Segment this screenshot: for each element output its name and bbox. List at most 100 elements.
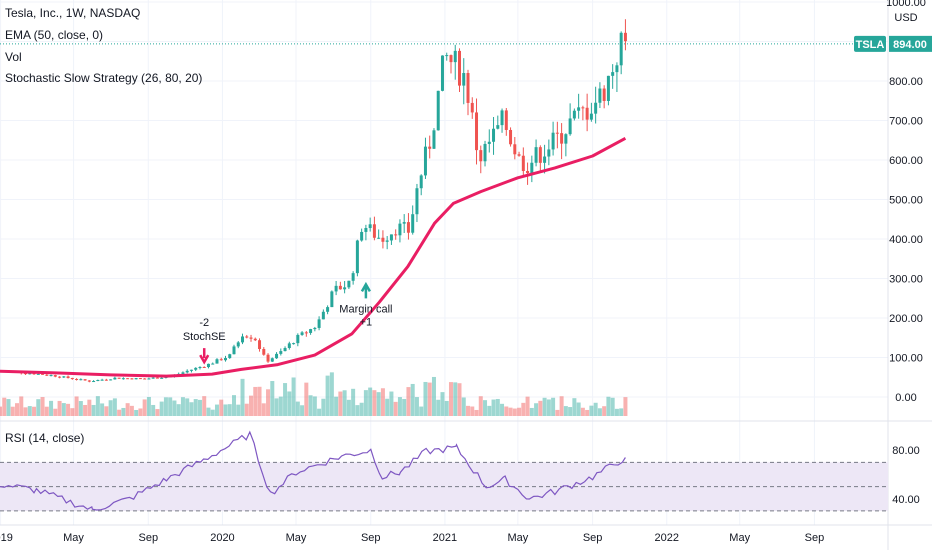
- time-tick-label: Sep: [361, 532, 381, 544]
- candle-body: [385, 240, 389, 242]
- volume-bar: [53, 408, 58, 416]
- volume-bar: [193, 399, 198, 416]
- candle-body: [28, 373, 32, 375]
- strategy-legend[interactable]: Stochastic Slow Strategy (26, 80, 20): [5, 71, 203, 85]
- volume-bar: [346, 399, 351, 416]
- volume-bar: [312, 396, 317, 416]
- volume-bar: [474, 409, 479, 416]
- ticker-badge: [854, 35, 886, 52]
- candle-body: [445, 55, 449, 57]
- candle-body: [36, 373, 40, 375]
- candle-body: [130, 378, 134, 380]
- candle-body: [343, 287, 347, 290]
- candle-body: [360, 231, 364, 241]
- time-tick-label: 2020: [210, 532, 234, 544]
- candle-body: [126, 378, 130, 380]
- candle-body: [364, 228, 368, 232]
- candle-body: [419, 175, 423, 189]
- candle-body: [368, 224, 372, 229]
- volume-bar: [593, 402, 598, 416]
- candle-body: [611, 72, 615, 76]
- candle-body: [66, 376, 70, 379]
- candle-body: [543, 156, 547, 163]
- candle-body: [538, 147, 542, 163]
- candle-body: [598, 88, 602, 103]
- price-tick-label: 500.00: [889, 195, 923, 207]
- price-tick-label: 800.00: [889, 76, 923, 88]
- volume-bar: [470, 406, 475, 416]
- candle-body: [377, 237, 381, 239]
- volume-bar: [589, 405, 594, 416]
- candle-body: [104, 379, 108, 381]
- volume-bar: [585, 409, 590, 416]
- candle-body: [262, 349, 266, 355]
- candle-body: [283, 348, 287, 352]
- candle-body: [58, 376, 62, 378]
- price-tick-label: 100.00: [889, 353, 923, 365]
- candle-body: [79, 379, 83, 381]
- volume-bar: [146, 396, 151, 416]
- volume-bar: [253, 386, 258, 416]
- candle-body: [440, 55, 444, 91]
- rsi-tick-label: 40.00: [892, 494, 920, 506]
- volume-bar: [466, 405, 471, 416]
- rsi-legend[interactable]: RSI (14, close): [5, 431, 85, 445]
- candle-body: [75, 378, 79, 380]
- volume-bar: [317, 408, 322, 416]
- candle-body: [513, 144, 517, 155]
- volume-bar: [508, 407, 513, 416]
- candle-body: [279, 351, 283, 354]
- volume-bar: [512, 408, 517, 416]
- volume-bar: [329, 372, 334, 416]
- volume-bar: [568, 407, 573, 416]
- volume-bar: [431, 376, 436, 416]
- volume-bar: [10, 406, 15, 416]
- volume-bar: [129, 405, 134, 416]
- vol-legend[interactable]: Vol: [5, 50, 22, 64]
- candle-body: [147, 378, 151, 380]
- time-tick-label: Sep: [583, 532, 603, 544]
- chart-title[interactable]: Tesla, Inc., 1W, NASDAQ: [5, 6, 141, 20]
- volume-bar: [610, 397, 615, 416]
- volume-bar: [138, 408, 143, 416]
- candle-body: [134, 378, 138, 380]
- candle-body: [32, 373, 36, 375]
- candle-body: [206, 363, 210, 368]
- candle-body: [504, 110, 508, 130]
- candle-body: [45, 374, 49, 376]
- volume-bar: [393, 401, 398, 416]
- candle-body: [568, 118, 572, 135]
- volume-bar: [521, 402, 526, 416]
- candle-body: [249, 337, 253, 339]
- candle-body: [381, 237, 385, 242]
- volume-bar: [368, 387, 373, 416]
- volume-bar: [180, 397, 185, 416]
- volume-bar: [155, 409, 160, 416]
- candle-body: [436, 90, 440, 131]
- candle-body: [211, 363, 215, 365]
- volume-bar: [15, 403, 20, 416]
- time-tick-label: May: [63, 532, 84, 544]
- volume-bar: [517, 407, 522, 416]
- short-signal-name: StochSE: [183, 331, 226, 343]
- volume-bar: [236, 404, 241, 416]
- volume-bar: [19, 396, 24, 416]
- candle-body: [347, 280, 351, 288]
- volume-bar: [266, 389, 271, 416]
- volume-bar: [563, 406, 568, 416]
- ema-legend[interactable]: EMA (50, close, 0): [5, 28, 104, 42]
- candle-body: [151, 377, 155, 379]
- candle-body: [492, 128, 496, 142]
- volume-bar: [491, 399, 496, 416]
- candle-body: [194, 367, 198, 370]
- volume-bar: [572, 398, 577, 416]
- candle-body: [287, 343, 291, 349]
- candle-body: [49, 375, 53, 377]
- candle-body: [530, 162, 534, 174]
- volume-bar: [44, 406, 49, 416]
- volume-bar: [261, 403, 266, 416]
- volume-bar: [308, 395, 313, 416]
- volume-bar: [83, 404, 88, 416]
- candle-body: [547, 149, 551, 157]
